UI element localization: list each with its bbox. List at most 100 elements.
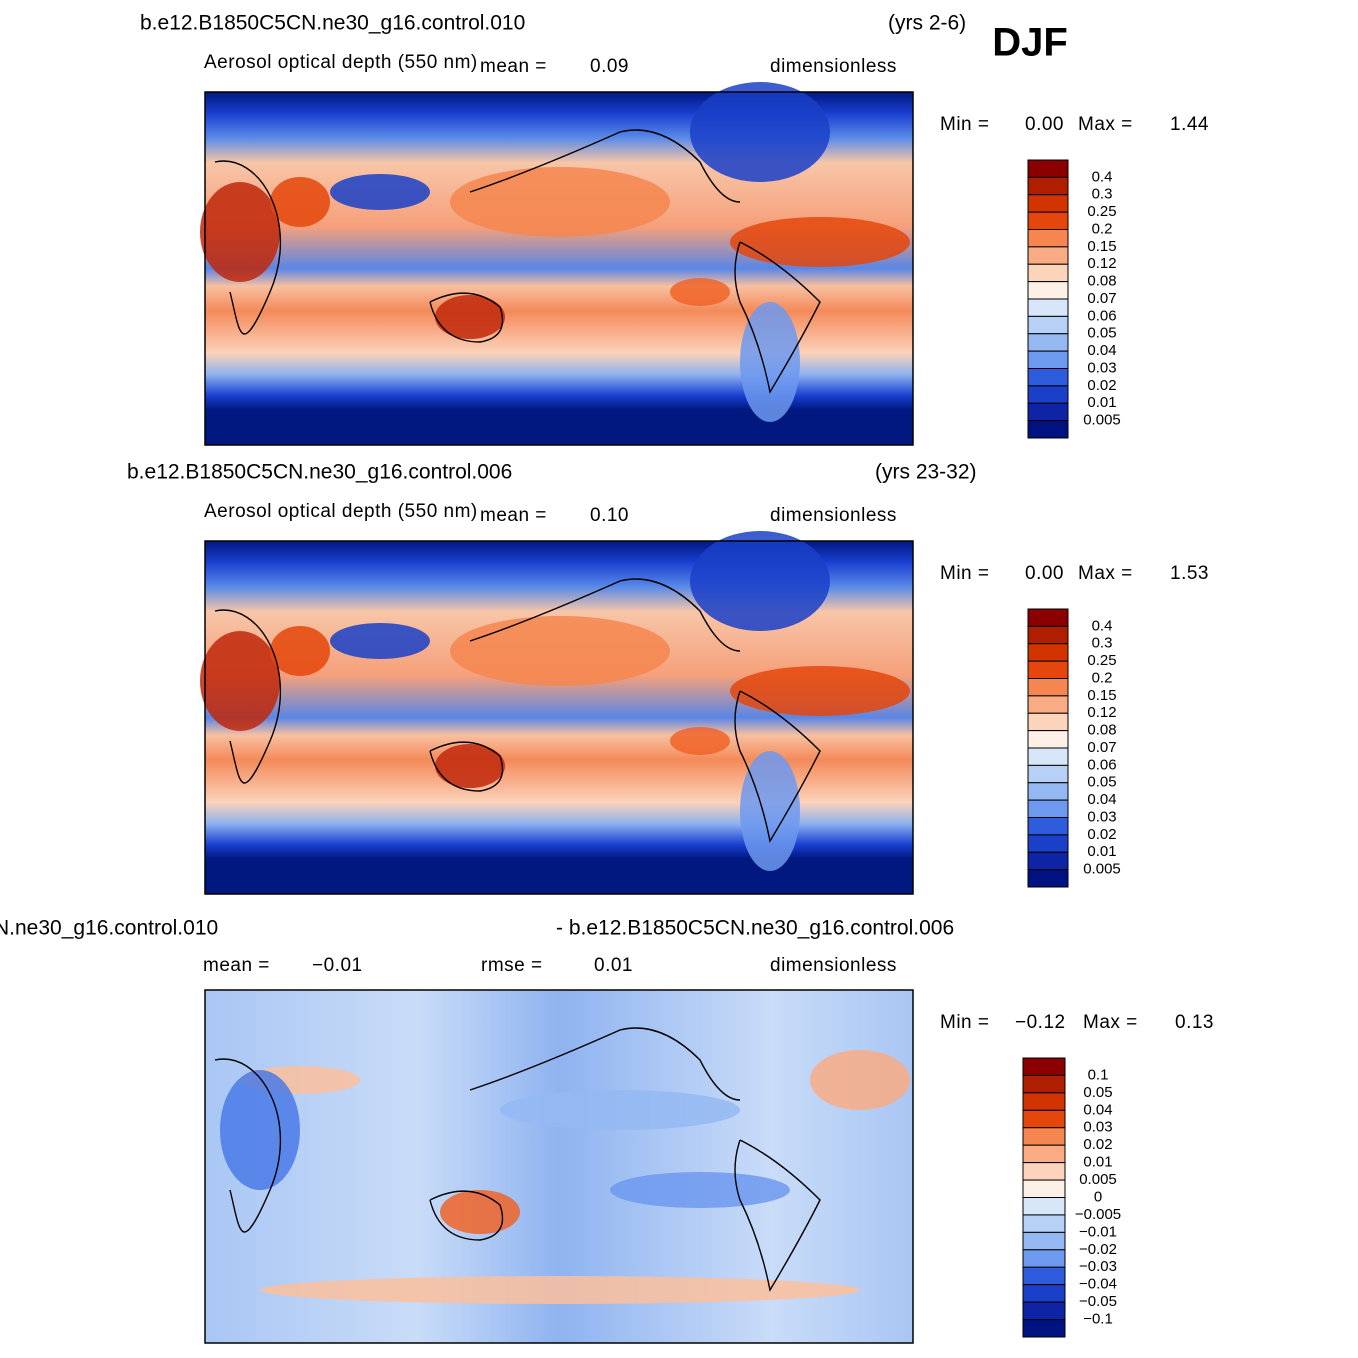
colorbar-box: [1022, 1301, 1066, 1321]
colorbar-box: [1022, 1162, 1066, 1181]
colorbar-box: [1022, 1197, 1066, 1216]
map-region: [730, 217, 910, 267]
colorbar-box: [1027, 368, 1069, 387]
units: dimensionless: [770, 56, 897, 77]
colorbar-label: 0.2: [1092, 220, 1113, 237]
map-region: [260, 1276, 860, 1304]
colorbar-box: [1027, 851, 1069, 871]
max-label: Max =: [1078, 114, 1133, 135]
colorbar-box: [1027, 211, 1069, 230]
colorbar-box: [1027, 869, 1069, 888]
mean: −0.01: [312, 955, 363, 976]
colorbar-label: 0: [1094, 1188, 1102, 1205]
min-label: Min =: [940, 114, 990, 135]
colorbar-label: 0.08: [1087, 273, 1116, 290]
colorbar-box: [1022, 1284, 1066, 1303]
colorbar-box: [1027, 695, 1069, 714]
min-label: Min =: [940, 1012, 990, 1033]
colorbar-box: [1027, 159, 1069, 178]
max: 1.53: [1170, 563, 1209, 584]
map-region: [435, 295, 505, 339]
colorbar-box: [1027, 782, 1069, 801]
colorbar-label: 0.07: [1087, 739, 1116, 756]
colorbar-box: [1022, 1249, 1066, 1268]
rmse: 0.01: [594, 955, 633, 976]
units: dimensionless: [770, 955, 897, 976]
subtitle: Aerosol optical depth (550 nm): [204, 52, 478, 73]
colorbar-label: −0.04: [1079, 1276, 1117, 1293]
map-frame: [204, 989, 914, 1344]
panel: b.e12.B1850C5CN.ne30_g16.control.010 (yr…: [140, 12, 1209, 446]
colorbar-box: [1027, 747, 1069, 766]
panel: N.ne30_g16.control.010 - b.e12.B1850C5CN…: [0, 917, 1213, 1344]
colorbar-label: 0.03: [1087, 808, 1116, 825]
colorbar-box: [1027, 678, 1069, 697]
panel-title-right: - b.e12.B1850C5CN.ne30_g16.control.006: [556, 917, 954, 940]
panel-title: N.ne30_g16.control.010: [0, 917, 218, 940]
colorbar-label: 0.005: [1083, 412, 1121, 429]
colorbar-box: [1027, 420, 1069, 439]
max-label: Max =: [1078, 563, 1133, 584]
colorbar-box: [1027, 176, 1069, 196]
colorbar-box: [1027, 643, 1069, 662]
map-frame: [204, 91, 914, 446]
mean: 0.10: [590, 505, 629, 526]
min: 0.00: [1025, 563, 1064, 584]
colorbar-label: −0.03: [1079, 1258, 1117, 1275]
colorbar-box: [1022, 1266, 1066, 1286]
map-region: [740, 302, 800, 422]
colorbar-box: [1027, 817, 1069, 836]
min-label: Min =: [940, 563, 990, 584]
map-region: [610, 1172, 790, 1208]
coastline: [214, 578, 821, 843]
period: (yrs 23-32): [875, 461, 977, 484]
max: 1.44: [1170, 114, 1209, 135]
mean-label: mean =: [480, 505, 547, 526]
colorbar-label: −0.005: [1075, 1206, 1121, 1223]
colorbar-label: 0.03: [1087, 359, 1116, 376]
colorbar-label: 0.06: [1087, 307, 1116, 324]
colorbar-label: 0.4: [1092, 168, 1113, 185]
colorbar-label: 0.02: [1083, 1136, 1112, 1153]
colorbar-box: [1027, 229, 1069, 248]
colorbar-box: [1022, 1214, 1066, 1233]
colorbar-box: [1027, 315, 1069, 335]
colorbar-box: [1027, 385, 1069, 404]
map-region: [270, 626, 330, 676]
colorbar-box: [1022, 1231, 1066, 1251]
map-region: [450, 167, 670, 237]
panel-title: b.e12.B1850C5CN.ne30_g16.control.010: [140, 12, 525, 35]
colorbar-label: 0.05: [1087, 325, 1116, 342]
colorbar-label: 0.05: [1087, 774, 1116, 791]
map-frame: [204, 540, 914, 895]
colorbar-label: 0.03: [1083, 1119, 1112, 1136]
colorbar-box: [1027, 712, 1069, 732]
colorbar-box: [1027, 799, 1069, 818]
colorbar-label: −0.05: [1079, 1293, 1117, 1310]
coastline: [214, 1027, 821, 1292]
colorbar-box: [1022, 1319, 1066, 1338]
map-region: [690, 531, 830, 631]
min: 0.00: [1025, 114, 1064, 135]
colorbar-box: [1022, 1074, 1066, 1094]
mean-label: mean =: [203, 955, 270, 976]
coastline: [214, 129, 821, 394]
map-region: [200, 182, 280, 282]
map-region: [330, 174, 430, 210]
colorbar-box: [1022, 1127, 1066, 1146]
map-region: [810, 1050, 910, 1110]
colorbar-box: [1027, 660, 1069, 679]
map-region: [450, 616, 670, 686]
colorbar-box: [1027, 281, 1069, 300]
colorbar-box: [1027, 263, 1069, 283]
map-region: [200, 631, 280, 731]
season: DJF: [992, 21, 1068, 65]
colorbar-label: 0.06: [1087, 756, 1116, 773]
colorbar-box: [1022, 1092, 1066, 1111]
map-region: [435, 744, 505, 788]
colorbar-label: 0.01: [1087, 843, 1116, 860]
min: −0.12: [1015, 1012, 1066, 1033]
colorbar-box: [1027, 246, 1069, 265]
